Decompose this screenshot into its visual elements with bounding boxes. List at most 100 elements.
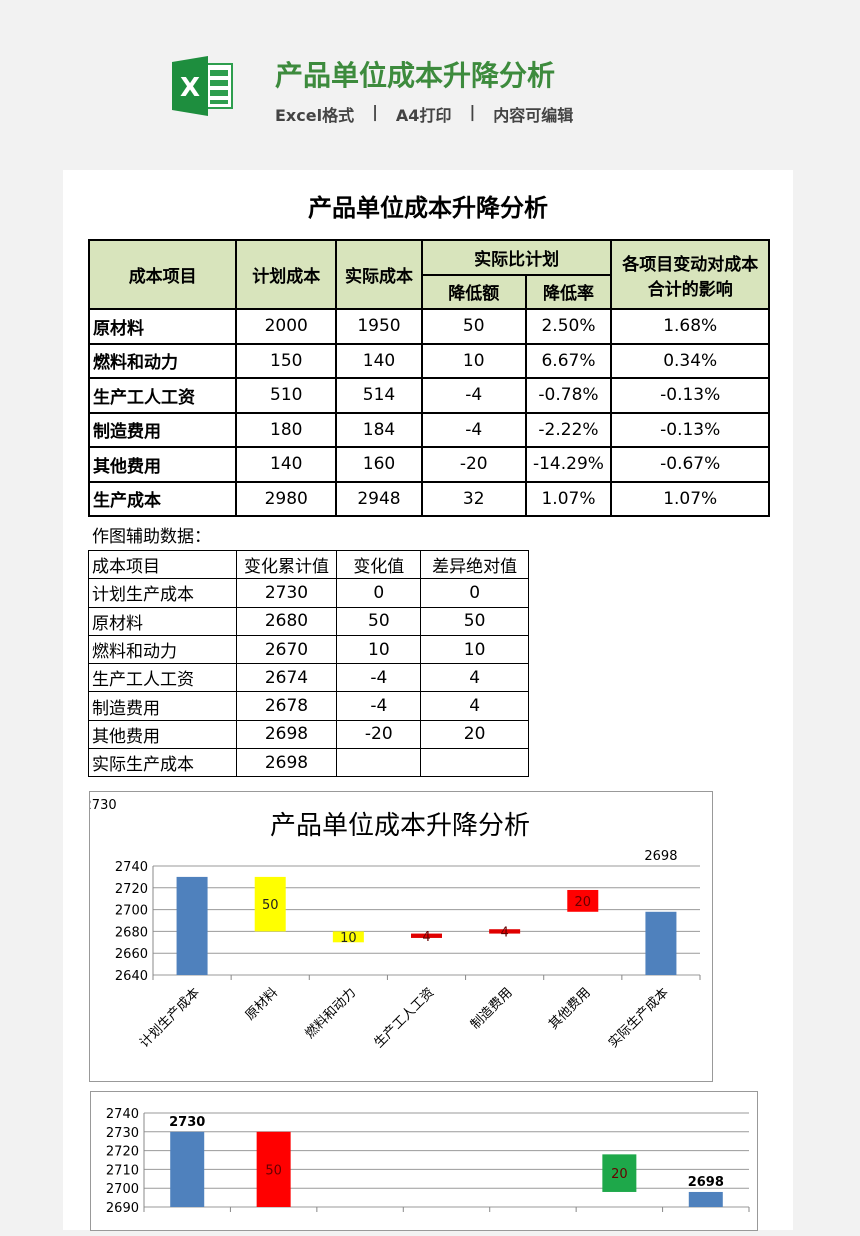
table-cell: -4 <box>420 377 527 414</box>
aux-cell: 50 <box>420 606 529 636</box>
table-cell: 制造费用 <box>87 411 238 448</box>
y-tick-label: 2740 <box>106 1107 139 1122</box>
table-cell: 其他费用 <box>87 446 238 483</box>
x-tick-label: 生产工人工资 <box>372 985 438 1051</box>
aux-header: 变化值 <box>336 549 422 580</box>
table-row: 生产工人工资 510 514 -4 -0.78% -0.13% <box>87 377 770 414</box>
aux-cell: 4 <box>420 691 529 721</box>
table-row: 其他费用 140 160 -20 -14.29% -0.67% <box>87 446 770 483</box>
header-actual: 实际成本 <box>335 239 423 310</box>
separator: | <box>372 102 378 121</box>
y-tick-label: 2640 <box>115 969 148 984</box>
aux-cell: 2698 <box>235 748 338 778</box>
aux-cell: 2678 <box>235 691 338 721</box>
table-cell: 184 <box>335 411 423 448</box>
bar-1 <box>256 1131 291 1207</box>
aux-cell: -20 <box>336 719 422 750</box>
aux-cell: 计划生产成本 <box>88 578 237 608</box>
aux-row: 计划生产成本 2730 0 0 <box>88 578 529 608</box>
document-title: 产品单位成本升降分析 <box>308 194 548 222</box>
y-tick-label: 2700 <box>106 1182 139 1197</box>
y-tick-label: 2680 <box>115 925 148 940</box>
bar-5 <box>567 889 599 912</box>
waterfall-chart-2: 2690 2700 2710 2720 2730 2740 2730 50 20 2698 <box>90 1091 758 1231</box>
header-tags: Excel格式 | A4打印 | 内容可编辑 <box>275 102 573 126</box>
x-tick-label: 制造费用 <box>468 985 515 1032</box>
table-cell: 32 <box>420 480 527 517</box>
y-tick-label: 2730 <box>106 1126 139 1141</box>
bar-1 <box>254 876 286 932</box>
y-tick-label: 2700 <box>115 904 148 919</box>
table-cell: 510 <box>235 377 338 414</box>
aux-cell: 燃料和动力 <box>88 634 237 665</box>
aux-cell: 10 <box>336 634 422 665</box>
data-label: 2698 <box>644 849 677 864</box>
table-cell: 160 <box>335 446 423 483</box>
table-cell: 10 <box>420 342 527 379</box>
table-cell: 2.50% <box>524 308 613 345</box>
header-reduce: 降低额 <box>420 273 527 310</box>
y-tick-label: 2740 <box>115 860 148 875</box>
data-label: 10 <box>340 931 357 946</box>
x-tick-label: 实际生产成本 <box>606 985 672 1051</box>
table-cell: 140 <box>335 342 423 379</box>
tag: Excel格式 <box>275 106 355 125</box>
table-cell: 1950 <box>335 308 423 345</box>
cost-table: 成本项目 计划成本 实际成本 实际比计划 各项目变动对成本合计的影响 降低额 降… <box>87 239 770 517</box>
aux-cell: 0 <box>336 578 422 608</box>
aux-header: 成本项目 <box>88 549 237 580</box>
header-plan: 计划成本 <box>235 239 338 310</box>
x-tick-label: 计划生产成本 <box>137 985 203 1051</box>
table-cell: 514 <box>335 377 423 414</box>
table-cell: 140 <box>235 446 338 483</box>
x-tick-label: 其他费用 <box>546 985 593 1032</box>
aux-cell: 2680 <box>235 606 338 636</box>
header-rate: 降低率 <box>524 273 613 310</box>
waterfall-chart-1: 产品单位成本升降分析 2640 2660 2680 2700 2720 2740 2730 计划… <box>84 791 713 1082</box>
bar-6 <box>645 911 677 975</box>
aux-cell: 20 <box>420 719 529 750</box>
table-cell: 180 <box>235 411 338 448</box>
aux-cell: 实际生产成本 <box>88 748 237 778</box>
aux-label: 作图辅助数据： <box>92 527 211 547</box>
excel-logo: X <box>172 56 234 116</box>
bar-2 <box>332 931 364 943</box>
table-row: 原材料 2000 1950 50 2.50% 1.68% <box>87 308 770 345</box>
aux-cell <box>336 748 422 778</box>
tag: A4打印 <box>395 106 452 125</box>
svg-text:X: X <box>180 73 200 103</box>
aux-row: 燃料和动力 2670 10 10 <box>88 634 529 665</box>
table-row: 制造费用 180 184 -4 -2.22% -0.13% <box>87 411 770 448</box>
aux-cell: -4 <box>336 663 422 693</box>
data-label: 20 <box>575 895 592 910</box>
chart-title: 产品单位成本升降分析 <box>270 811 530 841</box>
table-cell: 生产工人工资 <box>87 377 238 414</box>
aux-cell: 制造费用 <box>88 691 237 721</box>
aux-cell: 2730 <box>235 578 338 608</box>
header-impact: 各项目变动对成本合计的影响 <box>610 239 770 310</box>
table-cell: -0.78% <box>524 377 613 414</box>
aux-cell: 2674 <box>235 663 338 693</box>
aux-header: 差异绝对值 <box>420 549 529 580</box>
table-cell: 原材料 <box>87 308 238 345</box>
x-tick-label: 燃料和动力 <box>302 985 359 1042</box>
table-cell: -0.13% <box>610 377 770 414</box>
data-label: 4 <box>422 930 430 945</box>
header-item: 成本项目 <box>87 239 238 310</box>
y-tick-label: 2720 <box>115 882 148 897</box>
aux-cell: 4 <box>420 663 529 693</box>
aux-cell: 原材料 <box>88 606 237 636</box>
aux-cell: 10 <box>420 634 529 665</box>
data-label: 2730 <box>90 798 117 813</box>
aux-cell: -4 <box>336 691 422 721</box>
aux-cell <box>420 748 529 778</box>
table-cell: 1.07% <box>610 480 770 517</box>
y-tick-label: 2690 <box>106 1201 139 1216</box>
aux-row: 其他费用 2698 -20 20 <box>88 719 529 750</box>
tag: 内容可编辑 <box>493 106 574 125</box>
table-cell: 1.07% <box>524 480 613 517</box>
aux-row: 生产工人工资 2674 -4 4 <box>88 663 529 693</box>
table-cell: -4 <box>420 411 527 448</box>
table-cell: 2948 <box>335 480 423 517</box>
aux-row: 制造费用 2678 -4 4 <box>88 691 529 721</box>
